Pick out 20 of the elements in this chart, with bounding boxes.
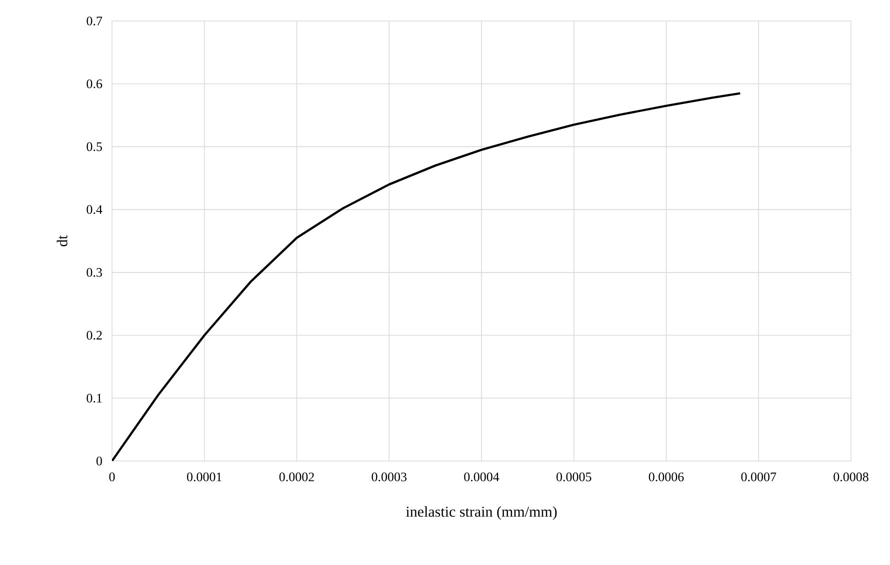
x-tick-label: 0.0005 bbox=[556, 472, 592, 482]
x-tick-label: 0.0002 bbox=[279, 472, 314, 482]
y-tick-label: 0.5 bbox=[86, 142, 102, 152]
x-tick-label: 0 bbox=[109, 472, 115, 482]
y-axis-title: dt bbox=[56, 235, 68, 246]
x-tick-label: 0.0008 bbox=[834, 472, 868, 482]
x-tick-label: 0.0006 bbox=[648, 472, 684, 482]
y-tick-label: 0.1 bbox=[86, 394, 102, 403]
y-tick-label: 0.4 bbox=[86, 205, 102, 214]
y-tick-label: 0.2 bbox=[86, 330, 102, 340]
y-tick-label: 0.3 bbox=[86, 268, 102, 277]
line-series bbox=[112, 92, 742, 461]
y-tick-label: 0.6 bbox=[86, 79, 102, 88]
x-tick-label: 0.0007 bbox=[741, 472, 776, 482]
x-tick-label: 0.0003 bbox=[372, 472, 406, 482]
x-tick-label: 0.0004 bbox=[464, 472, 500, 482]
x-axis-title: inelastic strain (mm/mm) bbox=[406, 506, 557, 520]
y-tick-label: 0 bbox=[96, 456, 102, 466]
y-tick-label: 0.7 bbox=[86, 16, 102, 26]
x-tick-label: 0.0001 bbox=[187, 472, 222, 482]
